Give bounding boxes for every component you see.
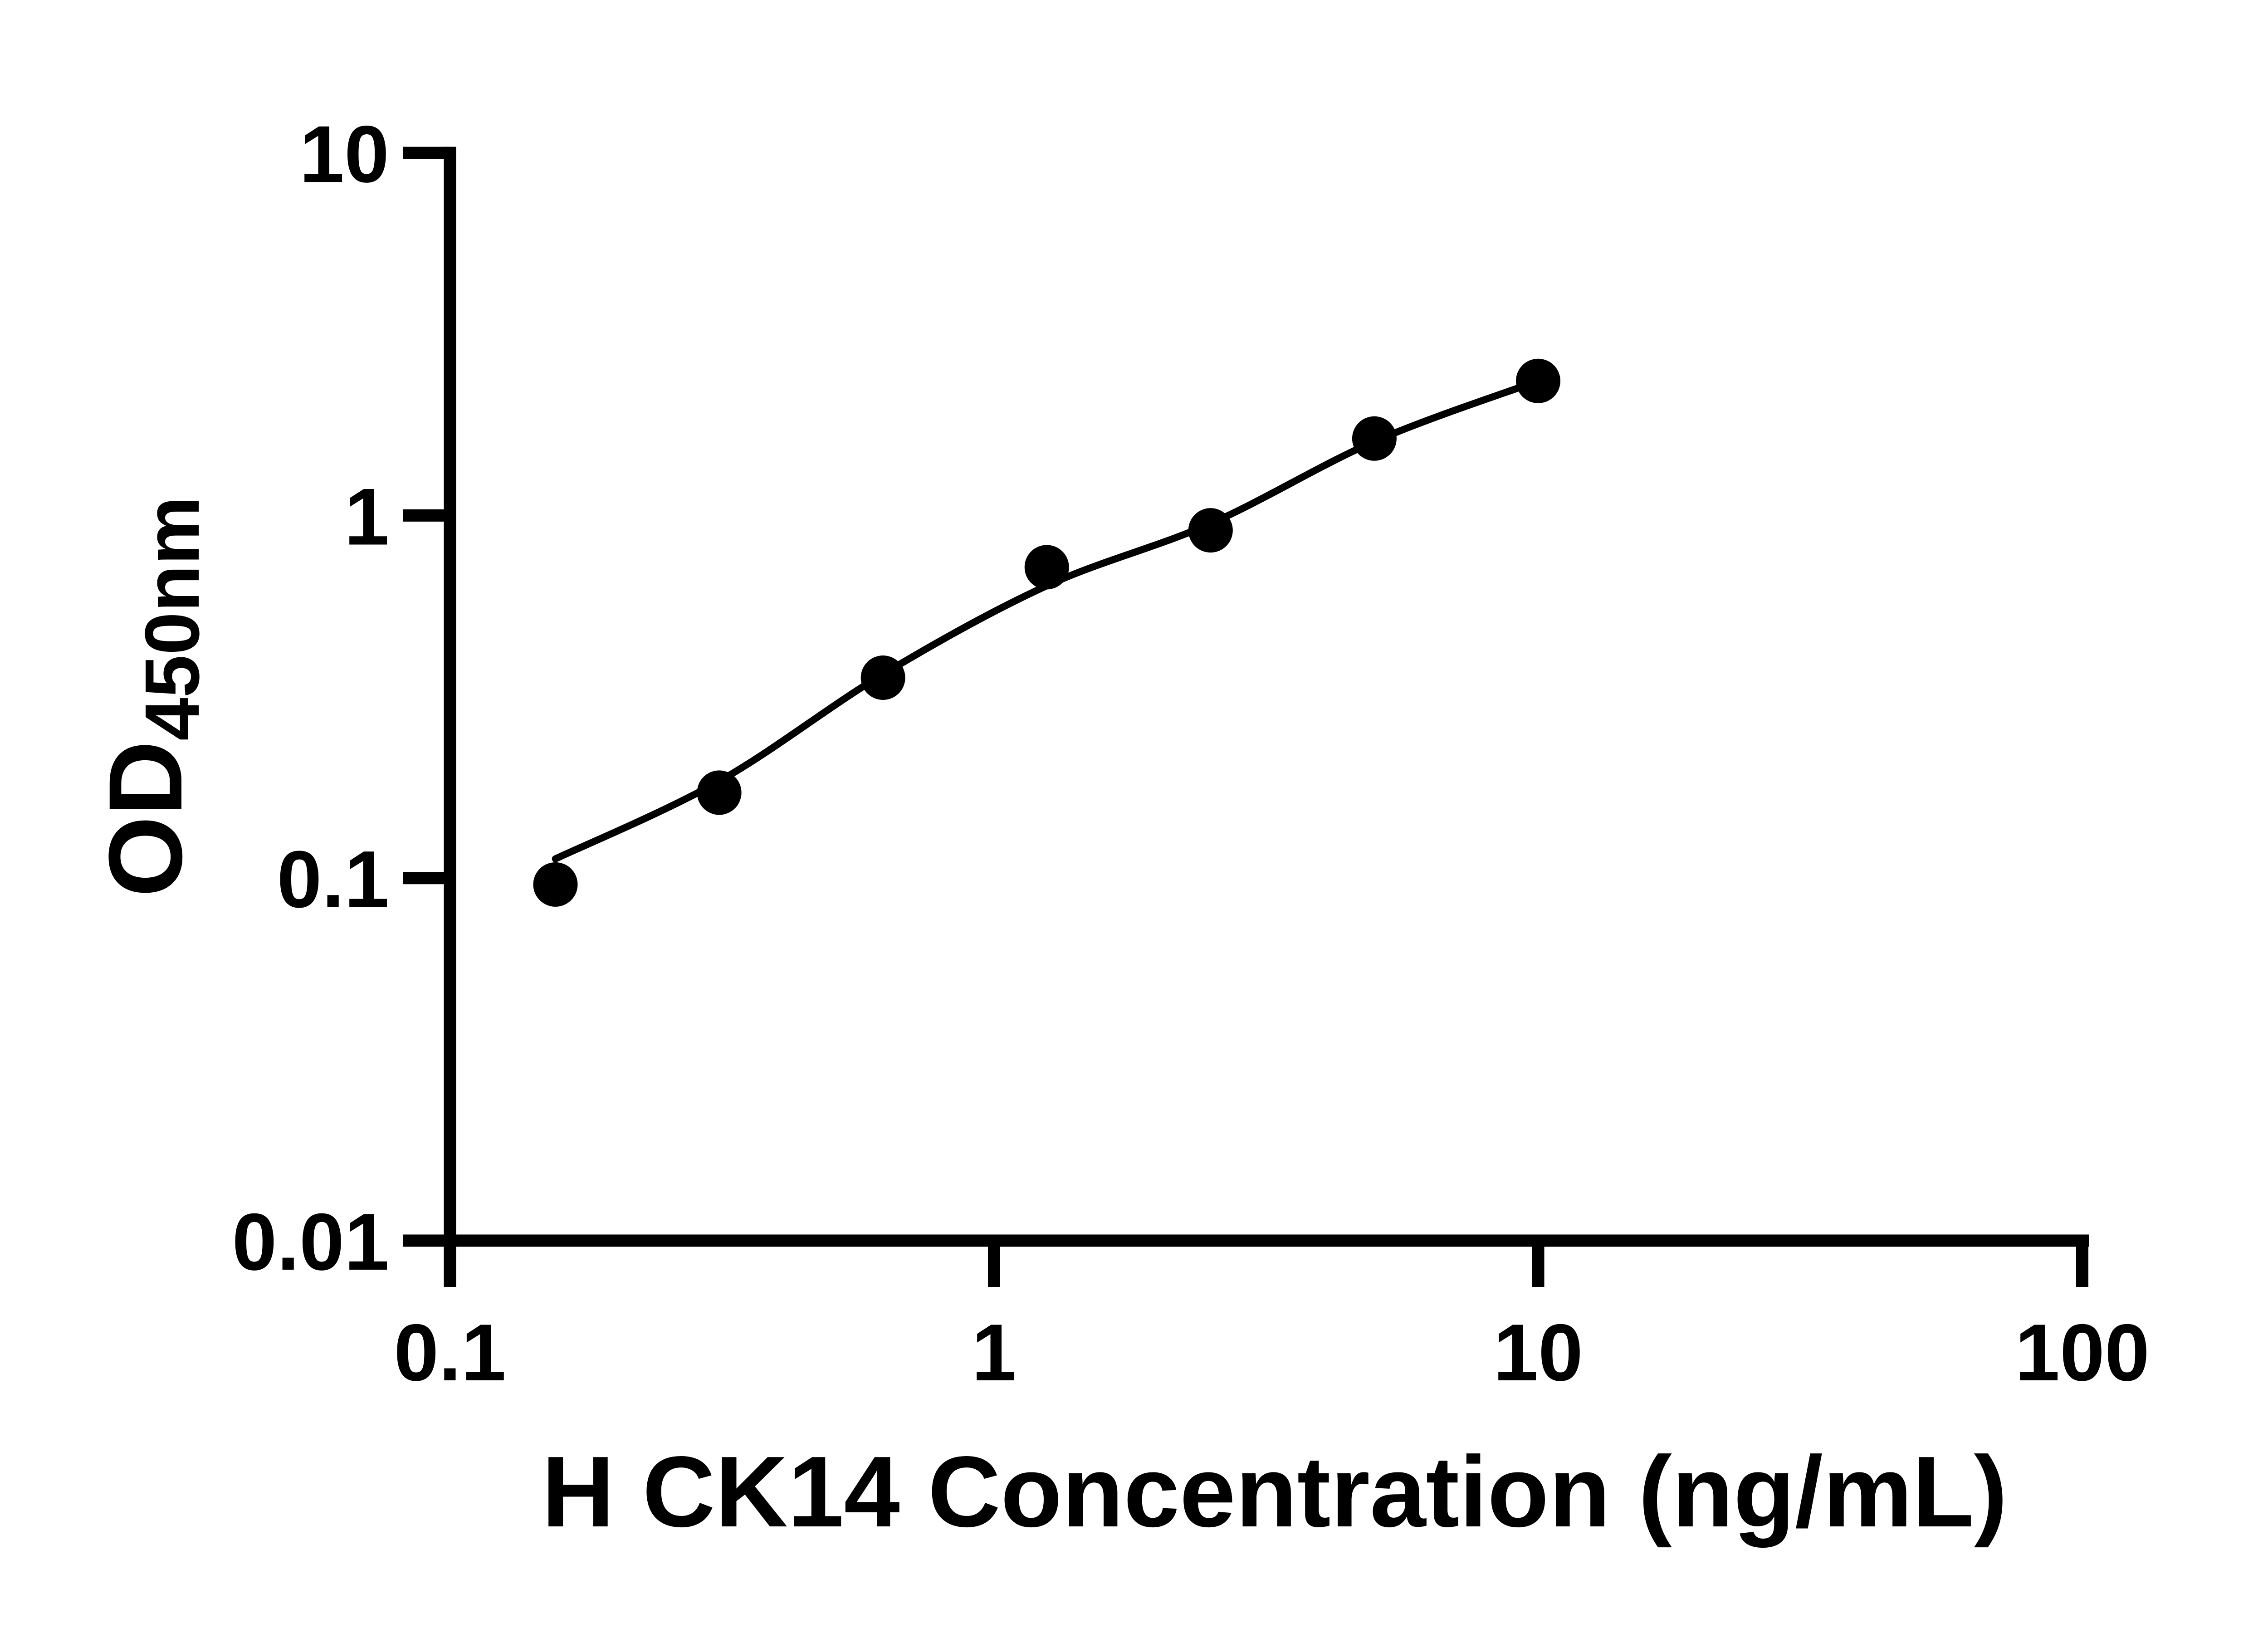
data-point bbox=[533, 862, 578, 907]
y-tick-label: 0.01 bbox=[232, 1197, 389, 1287]
x-tick-label: 0.1 bbox=[394, 1307, 506, 1398]
data-point bbox=[860, 655, 905, 700]
y-axis-title: OD450nm bbox=[87, 496, 215, 897]
y-tick-label: 10 bbox=[299, 109, 389, 199]
data-point bbox=[1352, 416, 1397, 461]
y-axis-title-subscript: 450nm bbox=[129, 496, 215, 741]
x-tick-label: 1 bbox=[972, 1307, 1017, 1398]
y-tick-label: 0.1 bbox=[277, 834, 389, 924]
data-point bbox=[1024, 545, 1069, 590]
x-tick-label: 10 bbox=[1493, 1307, 1583, 1398]
y-tick-label: 1 bbox=[344, 471, 389, 562]
data-point bbox=[1516, 358, 1560, 403]
x-axis-title: H CK14 Concentration (ng/mL) bbox=[542, 1436, 2007, 1548]
x-tick-label: 100 bbox=[2015, 1307, 2150, 1398]
data-point bbox=[697, 770, 742, 815]
y-axis-title-main: OD bbox=[87, 741, 204, 897]
plot-area bbox=[533, 358, 1560, 907]
data-point bbox=[1188, 508, 1233, 553]
